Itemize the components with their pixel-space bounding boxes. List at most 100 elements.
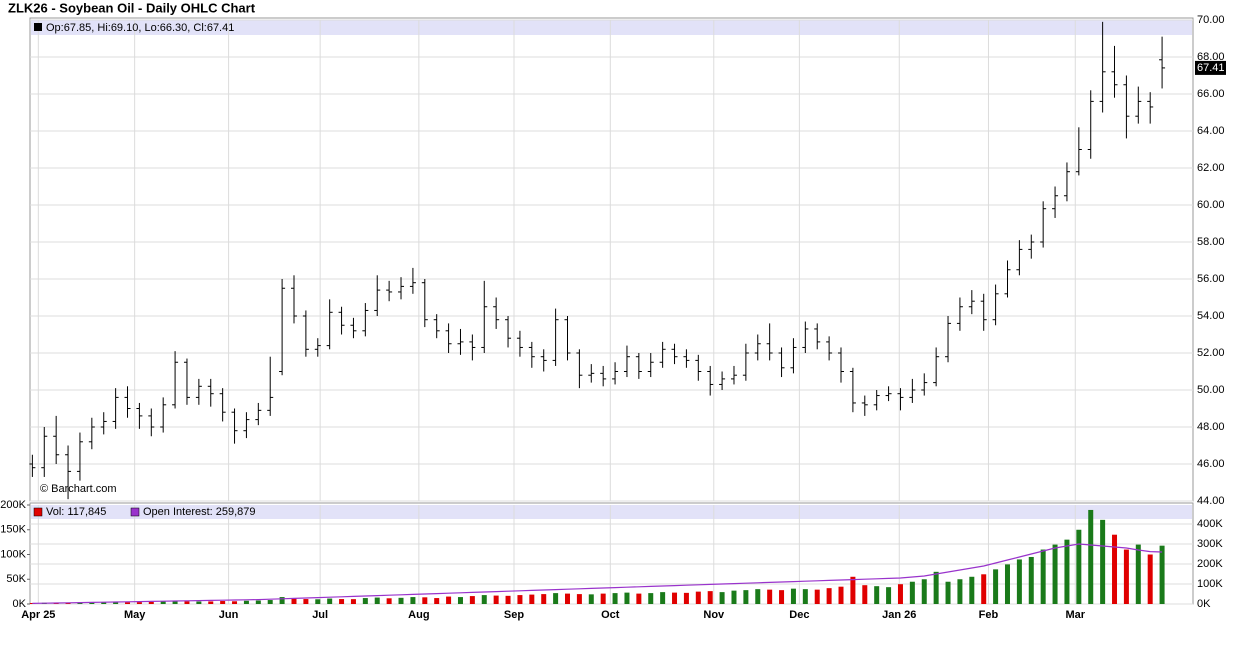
y-tick-label: 60.00 [1197,199,1225,211]
volume-bar [945,581,951,604]
volume-bar [422,597,428,604]
y2-tick-label: 0K [1197,598,1211,610]
volume-bar [683,592,689,604]
x-tick-label: Oct [601,609,620,621]
volume-tick-label: 150K [0,524,26,536]
volume-bar [469,596,475,604]
y-tick-label: 62.00 [1197,162,1225,174]
volume-bar [517,595,523,604]
volume-bar [327,598,333,604]
volume-bar [457,597,463,604]
volume-bar [350,599,356,604]
x-tick-label: Feb [979,609,999,621]
volume-bar [125,602,131,604]
y-tick-label: 48.00 [1197,421,1225,433]
y-tick-label: 58.00 [1197,236,1225,248]
volume-bar [600,593,606,604]
watermark: © Barchart.com [40,483,117,495]
volume-bar [838,586,844,604]
volume-bar [339,599,345,604]
legend-swatch [34,23,42,31]
volume-bar [148,601,154,604]
y-tick-label: 70.00 [1197,14,1225,26]
volume-bar [89,602,95,604]
volume-bar [719,592,725,604]
y2-tick-label: 200K [1197,558,1223,570]
volume-bar [398,597,404,604]
volume-bar [1159,545,1165,604]
volume-bar [136,602,142,604]
y-tick-label: 56.00 [1197,273,1225,285]
volume-tick-label: 0K [13,598,27,610]
volume-bar [434,598,440,604]
volume-bar [1064,539,1070,604]
volume-bar [1004,564,1010,604]
y2-tick-label: 100K [1197,578,1223,590]
volume-bar [767,589,773,604]
volume-bar [790,588,796,604]
grid [30,19,1193,605]
volume-bar [77,602,83,604]
x-tick-label: Jun [219,609,239,621]
volume-bar [969,576,975,604]
volume-bar [909,581,915,604]
volume-tick-label: 100K [0,548,26,560]
x-tick-label: Aug [408,609,429,621]
volume-tick-label: 50K [6,573,26,585]
volume-bar [981,574,987,604]
volume-bar [957,579,963,604]
volume-bar [707,591,713,604]
volume-bar [672,592,678,604]
volume-bar [897,584,903,604]
volume-bar [695,591,701,604]
volume-bar [612,593,618,604]
ohlc-legend: Op:67.85, Hi:69.10, Lo:66.30, Cl:67.41 [46,22,234,34]
volume-bar [862,585,868,604]
volume-bar [493,595,499,604]
volume-bar [1076,529,1082,604]
volume-bar [481,595,487,604]
y-tick-label: 46.00 [1197,458,1225,470]
volume-bar [1135,544,1141,604]
y-tick-label: 52.00 [1197,347,1225,359]
volume-bar [1147,554,1153,604]
volume-bar [505,595,511,604]
volume-bar [196,601,202,604]
volume-bar [576,594,582,604]
y-tick-label: 50.00 [1197,384,1225,396]
y-tick-label: 54.00 [1197,310,1225,322]
volume-bar [648,593,654,604]
volume-bar [243,600,249,604]
last-price-box [1195,60,1226,75]
x-tick-label: Mar [1065,609,1085,621]
volume-bar [1028,556,1034,604]
volume-bar [1123,549,1129,604]
volume-bar [267,600,273,604]
volume-bar [172,601,178,604]
volume-bar [553,593,559,604]
oi-legend: Open Interest: 259,879 [143,506,256,518]
volume-bar [113,602,119,604]
y-tick-label: 44.00 [1197,495,1225,507]
last-price-label: 67.41 [1197,62,1225,74]
y-tick-label: 64.00 [1197,125,1225,137]
volume-bar [755,589,761,604]
volume-bar [220,601,226,604]
price-legend-band [31,20,1192,35]
y2-tick-label: 400K [1197,518,1223,530]
volume-legend-band [31,505,1192,519]
y-tick-label: 68.00 [1197,51,1225,63]
volume-bar [826,588,832,604]
volume-bar [802,589,808,604]
x-tick-label: Nov [703,609,725,621]
volume-bar [410,597,416,604]
price-panel [29,17,1194,502]
volume-bar [386,598,392,604]
volume-bar [101,602,107,604]
legend-swatch [33,507,43,517]
chart-title: ZLK26 - Soybean Oil - Daily OHLC Chart [8,0,256,15]
volume-bar [1112,534,1118,604]
volume-bar [588,594,594,604]
